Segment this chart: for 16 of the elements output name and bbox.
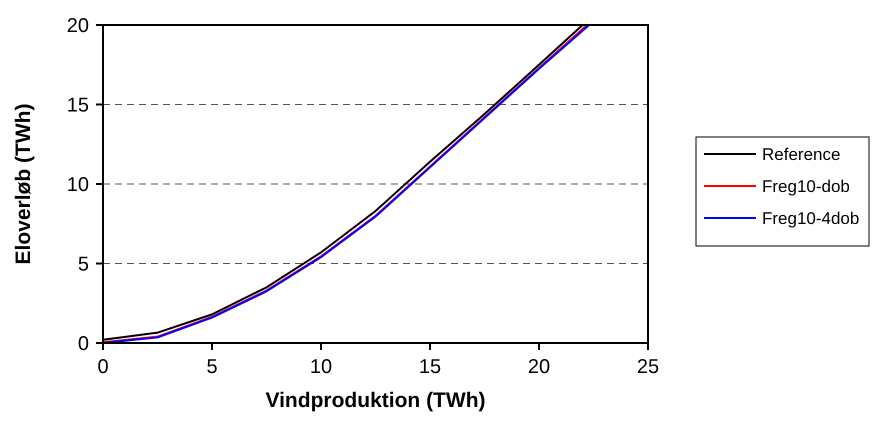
x-tick-label: 25	[636, 356, 660, 378]
y-tick-label: 15	[66, 94, 89, 116]
y-tick-label: 10	[66, 174, 89, 196]
legend-label: Freg10-dob	[762, 177, 850, 196]
legend-label: Freg10-4dob	[762, 209, 860, 228]
x-tick-label: 10	[310, 356, 332, 378]
x-tick-label: 0	[97, 356, 109, 378]
y-axis-title: Eloverløb (TWh)	[12, 104, 35, 264]
x-tick-label: 5	[206, 356, 218, 378]
y-tick-label: 5	[78, 254, 89, 276]
x-tick-label: 15	[418, 356, 442, 378]
y-tick-label: 20	[66, 15, 89, 37]
legend-label: Reference	[762, 145, 840, 164]
x-axis-title: Vindproduktion (TWh)	[265, 389, 486, 412]
y-tick-label: 0	[78, 333, 89, 355]
x-tick-label: 20	[528, 356, 550, 378]
